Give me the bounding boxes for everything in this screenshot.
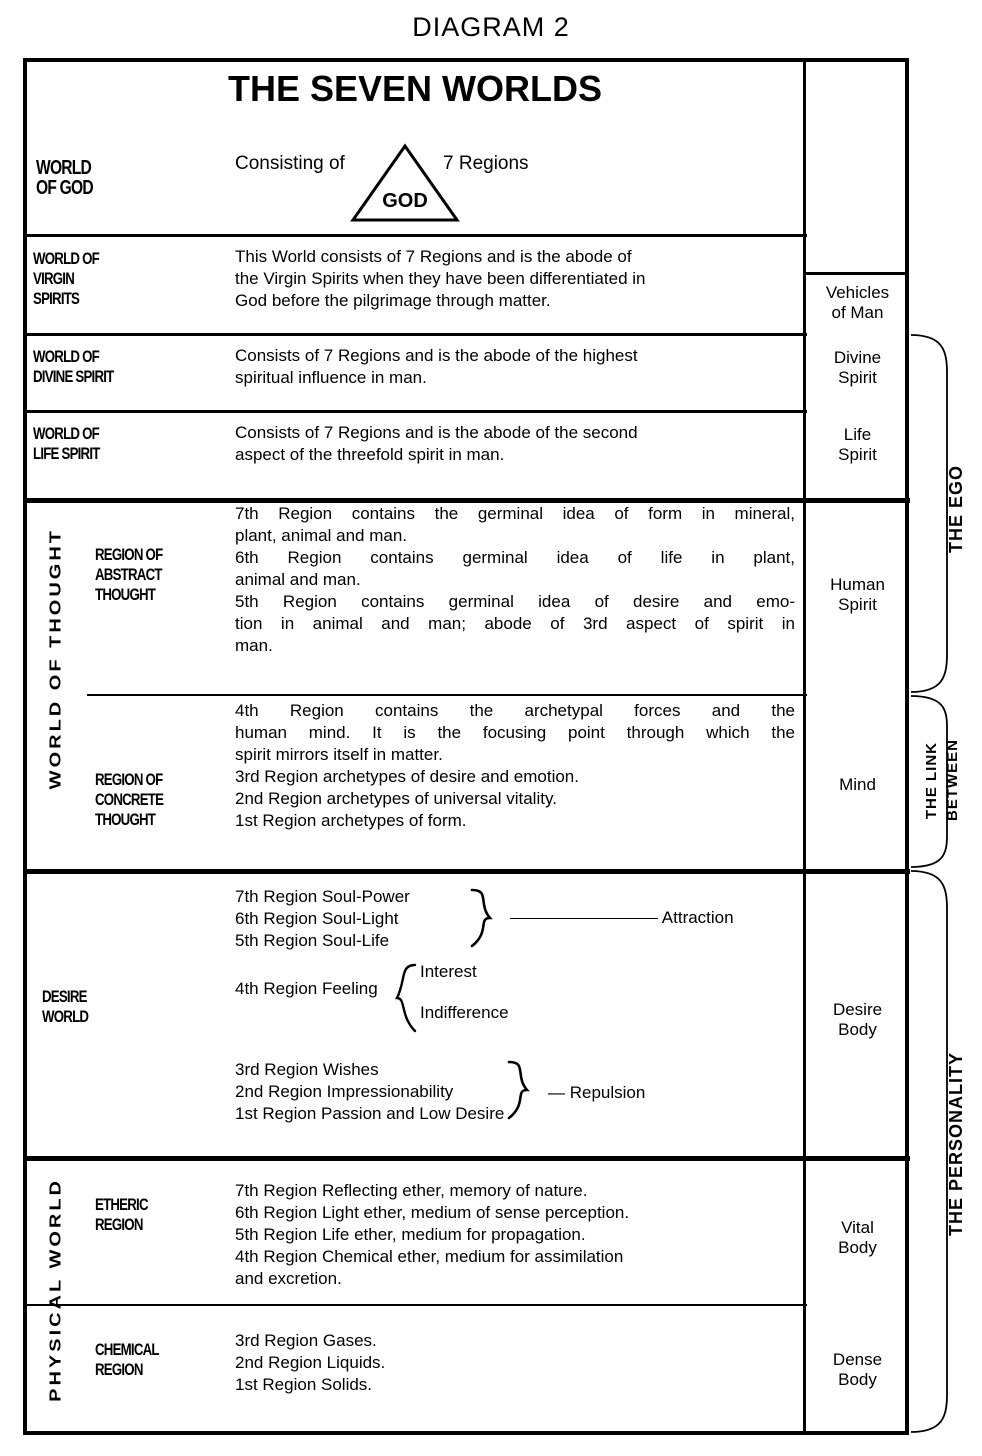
svg-text:GOD: GOD [382, 190, 428, 212]
